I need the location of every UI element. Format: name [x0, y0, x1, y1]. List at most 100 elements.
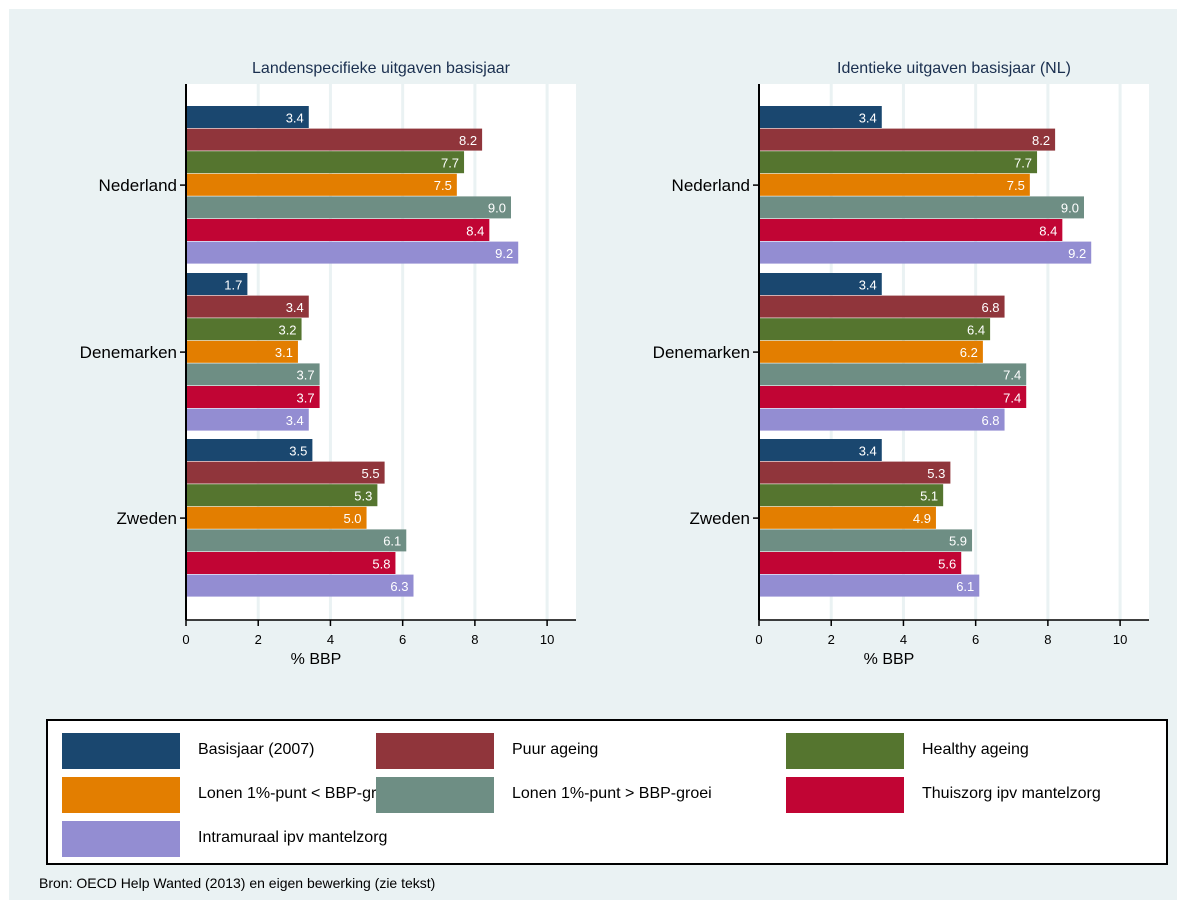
bar: [759, 461, 951, 484]
data-label: 5.3: [354, 489, 372, 504]
bar: [186, 318, 302, 341]
legend-label: Thuiszorg ipv mantelzorg: [922, 785, 1101, 802]
legend-swatch: [786, 733, 904, 769]
x-tick-label: 6: [399, 632, 406, 647]
legend-label: Puur ageing: [512, 741, 599, 758]
data-label: 3.1: [275, 345, 293, 360]
x-tick-label: 0: [182, 632, 189, 647]
data-label: 9.0: [488, 201, 506, 216]
data-label: 3.4: [859, 110, 877, 125]
data-label: 5.5: [362, 466, 380, 481]
bar: [759, 273, 882, 295]
legend-label: Lonen 1%-punt > BBP-groei: [512, 785, 712, 802]
legend-swatch: [62, 733, 180, 769]
data-label: 7.4: [1003, 390, 1021, 405]
y-tick-label: Zweden: [117, 509, 177, 528]
data-label: 3.4: [286, 110, 304, 125]
data-label: 5.9: [949, 534, 967, 549]
bar: [186, 151, 465, 174]
y-tick-label: Zweden: [690, 509, 750, 528]
bar: [759, 408, 1005, 431]
data-label: 3.4: [859, 277, 877, 292]
x-tick-label: 10: [540, 632, 554, 647]
chart-title: Identieke uitgaven basisjaar (NL): [837, 60, 1071, 77]
bar: [759, 219, 1063, 241]
data-label: 7.7: [441, 156, 459, 171]
data-label: 3.7: [297, 368, 315, 383]
x-tick-label: 2: [255, 632, 262, 647]
data-label: 8.4: [466, 223, 484, 238]
x-tick-label: 4: [327, 632, 334, 647]
legend-swatch: [376, 733, 494, 769]
y-tick-label: Denemarken: [80, 343, 177, 362]
bar: [186, 273, 248, 295]
data-label: 3.4: [859, 443, 877, 458]
chart-panel-1: Landenspecifieke uitgaven basisjaar 3.4 1.…: [80, 60, 576, 668]
legend-label: Basisjaar (2007): [198, 741, 315, 758]
data-label: 3.4: [286, 300, 304, 315]
bar: [186, 408, 309, 431]
bar: [759, 340, 983, 363]
data-label: 3.7: [297, 390, 315, 405]
data-label: 3.4: [286, 413, 304, 428]
bar: [186, 295, 309, 318]
bar: [759, 363, 1027, 386]
data-label: 9.2: [495, 246, 513, 261]
bar: [759, 295, 1005, 318]
data-label: 9.2: [1068, 246, 1086, 261]
data-label: 6.8: [981, 300, 999, 315]
y-tick-label: Nederland: [672, 176, 750, 195]
x-axis-label: % BBP: [864, 651, 915, 668]
bar: [186, 484, 378, 507]
x-tick-label: 8: [471, 632, 478, 647]
bar: [759, 484, 944, 507]
legend-swatch: [62, 821, 180, 857]
bar: [759, 196, 1084, 219]
bar: [186, 363, 320, 386]
data-label: 6.4: [967, 323, 985, 338]
bar: [759, 574, 980, 597]
bar: [186, 219, 490, 241]
data-label: 8.2: [1032, 133, 1050, 148]
source-note: Bron: OECD Help Wanted (2013) en eigen b…: [39, 875, 436, 891]
x-tick-label: 6: [972, 632, 979, 647]
x-tick-label: 0: [755, 632, 762, 647]
bar: [759, 151, 1038, 174]
bar: [186, 106, 309, 128]
bar: [186, 196, 511, 219]
bar: [759, 128, 1056, 151]
data-label: 4.9: [913, 511, 931, 526]
bar: [186, 439, 313, 461]
data-label: 5.0: [343, 511, 361, 526]
x-tick-label: 8: [1044, 632, 1051, 647]
bar: [759, 318, 991, 341]
bar: [186, 173, 457, 196]
x-tick-label: 4: [900, 632, 907, 647]
bar: [186, 128, 483, 151]
legend: Basisjaar (2007) Puur ageing Healthy agein…: [46, 719, 1168, 865]
x-tick-label: 10: [1113, 632, 1127, 647]
bar: [759, 241, 1092, 264]
data-label: 1.7: [224, 277, 242, 292]
data-label: 8.4: [1039, 223, 1057, 238]
bar: [186, 461, 385, 484]
data-label: 6.1: [956, 579, 974, 594]
bar: [759, 506, 936, 529]
bar: [759, 552, 962, 574]
legend-label: Lonen 1%-punt < BBP-groei: [198, 785, 398, 802]
legend-label: Healthy ageing: [922, 741, 1029, 758]
x-axis-label: % BBP: [291, 651, 342, 668]
data-label: 7.4: [1003, 368, 1021, 383]
bar: [186, 574, 414, 597]
legend-swatch: [376, 777, 494, 813]
data-label: 3.5: [289, 443, 307, 458]
chart-figure: Landenspecifieke uitgaven basisjaar 3.4 1.…: [9, 9, 1177, 900]
data-label: 6.8: [981, 413, 999, 428]
bar: [759, 529, 973, 552]
bar: [759, 173, 1030, 196]
chart-panel-2: Identieke uitgaven basisjaar (NL) 3.4 3.4 3…: [653, 60, 1149, 668]
x-tick-label: 2: [828, 632, 835, 647]
data-label: 7.5: [434, 178, 452, 193]
bar: [759, 386, 1027, 408]
bar: [186, 506, 367, 529]
